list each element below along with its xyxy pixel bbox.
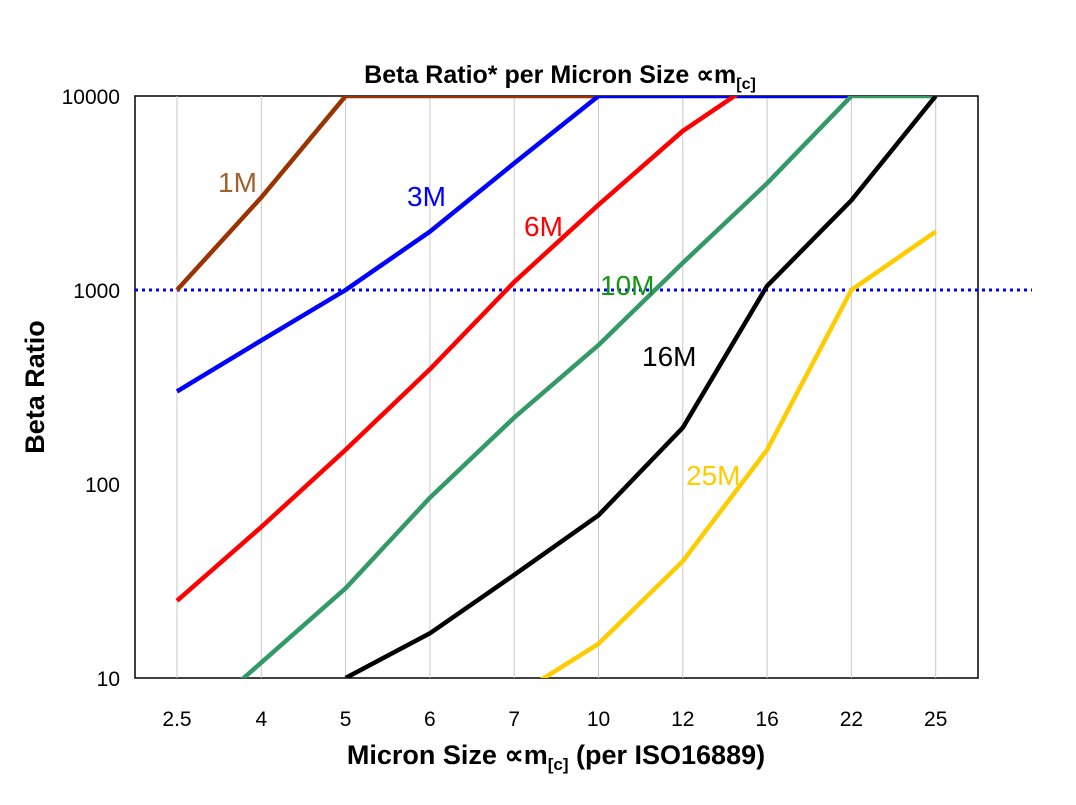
y-tick-label: 10: [97, 668, 120, 691]
x-tick-label: 12: [671, 708, 694, 731]
series-line-3M: [175, 96, 852, 394]
y-axis-label: Beta Ratio: [20, 320, 50, 454]
series-label-25M: 25M: [686, 460, 740, 491]
y-tick-label: 1000: [73, 280, 120, 303]
series-label-3M: 3M: [407, 181, 446, 212]
x-tick-label: 6: [424, 708, 436, 731]
x-tick-label: 4: [255, 708, 267, 731]
plot-area: [134, 95, 979, 679]
series-line-16M: [344, 96, 938, 678]
x-tick-label: 2.5: [162, 708, 191, 731]
x-tick-label: 10: [587, 708, 610, 731]
x-tick-label: 5: [340, 708, 352, 731]
x-tick-label: 7: [508, 708, 520, 731]
series-line-10M: [240, 96, 936, 678]
x-axis-label: Micron Size ∝m[c] (per ISO16889): [347, 740, 765, 774]
series-label-6M: 6M: [524, 211, 563, 242]
series-label-16M: 16M: [642, 341, 696, 372]
y-tick-label: 10000: [62, 86, 120, 109]
series-line-25M: [539, 229, 937, 678]
series-label-1M: 1M: [218, 167, 257, 198]
series-label-10M: 10M: [600, 270, 654, 301]
series-line-6M: [175, 96, 739, 603]
chart-title: Beta Ratio* per Micron Size ∝m[c]: [364, 61, 756, 93]
y-tick-label: 100: [85, 474, 120, 497]
series-line-1M: [175, 96, 599, 292]
x-tick-label: 16: [755, 708, 778, 731]
x-tick-label: 25: [924, 708, 947, 731]
x-tick-label: 22: [840, 708, 863, 731]
